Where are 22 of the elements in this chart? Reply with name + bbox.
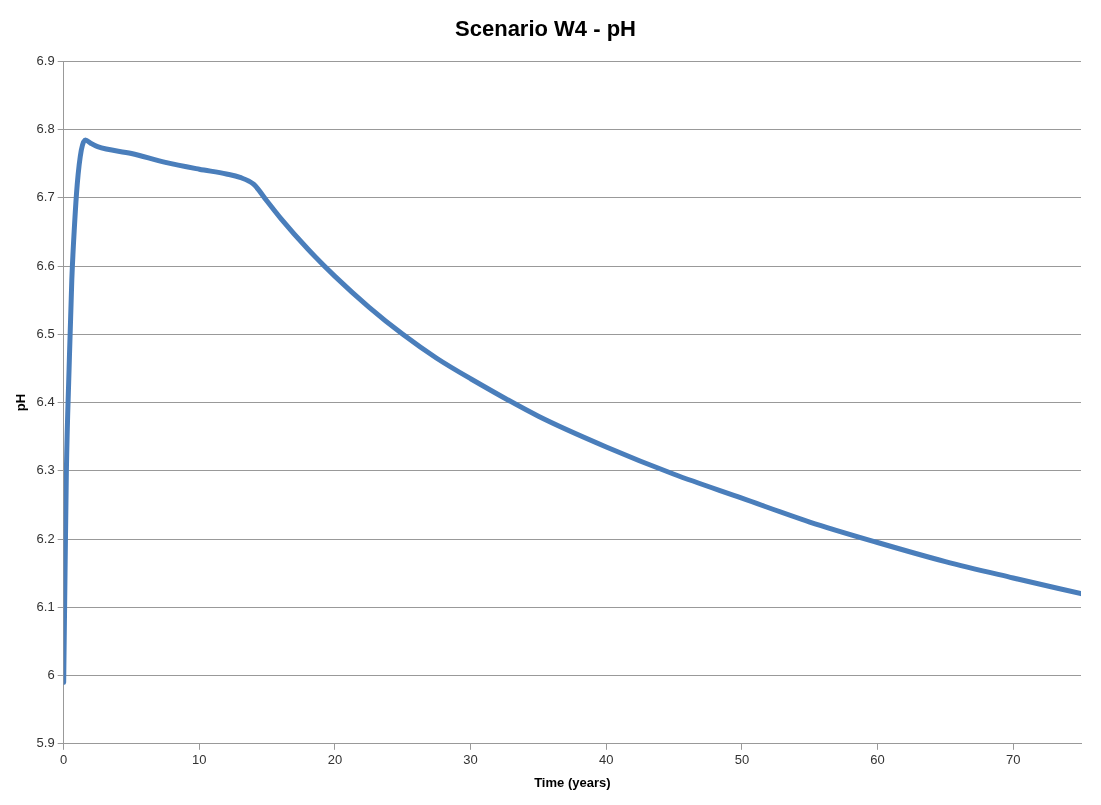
- y-axis-title: pH: [13, 393, 29, 412]
- x-tick-label: 30: [463, 752, 478, 768]
- y-tick-label: 6.8: [36, 121, 55, 137]
- y-tick-label: 6.3: [36, 462, 55, 478]
- x-tick-label: 50: [734, 752, 750, 768]
- y-tick-label: 6.7: [36, 189, 55, 205]
- x-tick-label: 70: [1005, 752, 1021, 768]
- y-tick-label: 6.5: [36, 325, 55, 341]
- chart-title: Scenario W4 - pH: [455, 16, 636, 42]
- y-tick-label: 5.9: [36, 735, 55, 751]
- y-tick-label: 6.9: [36, 52, 55, 68]
- x-tick-label: 20: [327, 752, 343, 768]
- x-tick-label: 40: [599, 752, 614, 768]
- y-tick-label: 6.2: [36, 530, 55, 546]
- x-axis-title: Time (years): [534, 774, 611, 790]
- x-tick-label: 0: [60, 752, 68, 768]
- y-tick-label: 6: [47, 667, 55, 683]
- x-tick-label: 60: [870, 752, 885, 768]
- y-tick-label: 6.4: [36, 394, 55, 410]
- y-tick-label: 6.1: [36, 598, 55, 614]
- y-tick-label: 6.6: [36, 257, 55, 273]
- x-tick-label: 10: [192, 752, 207, 768]
